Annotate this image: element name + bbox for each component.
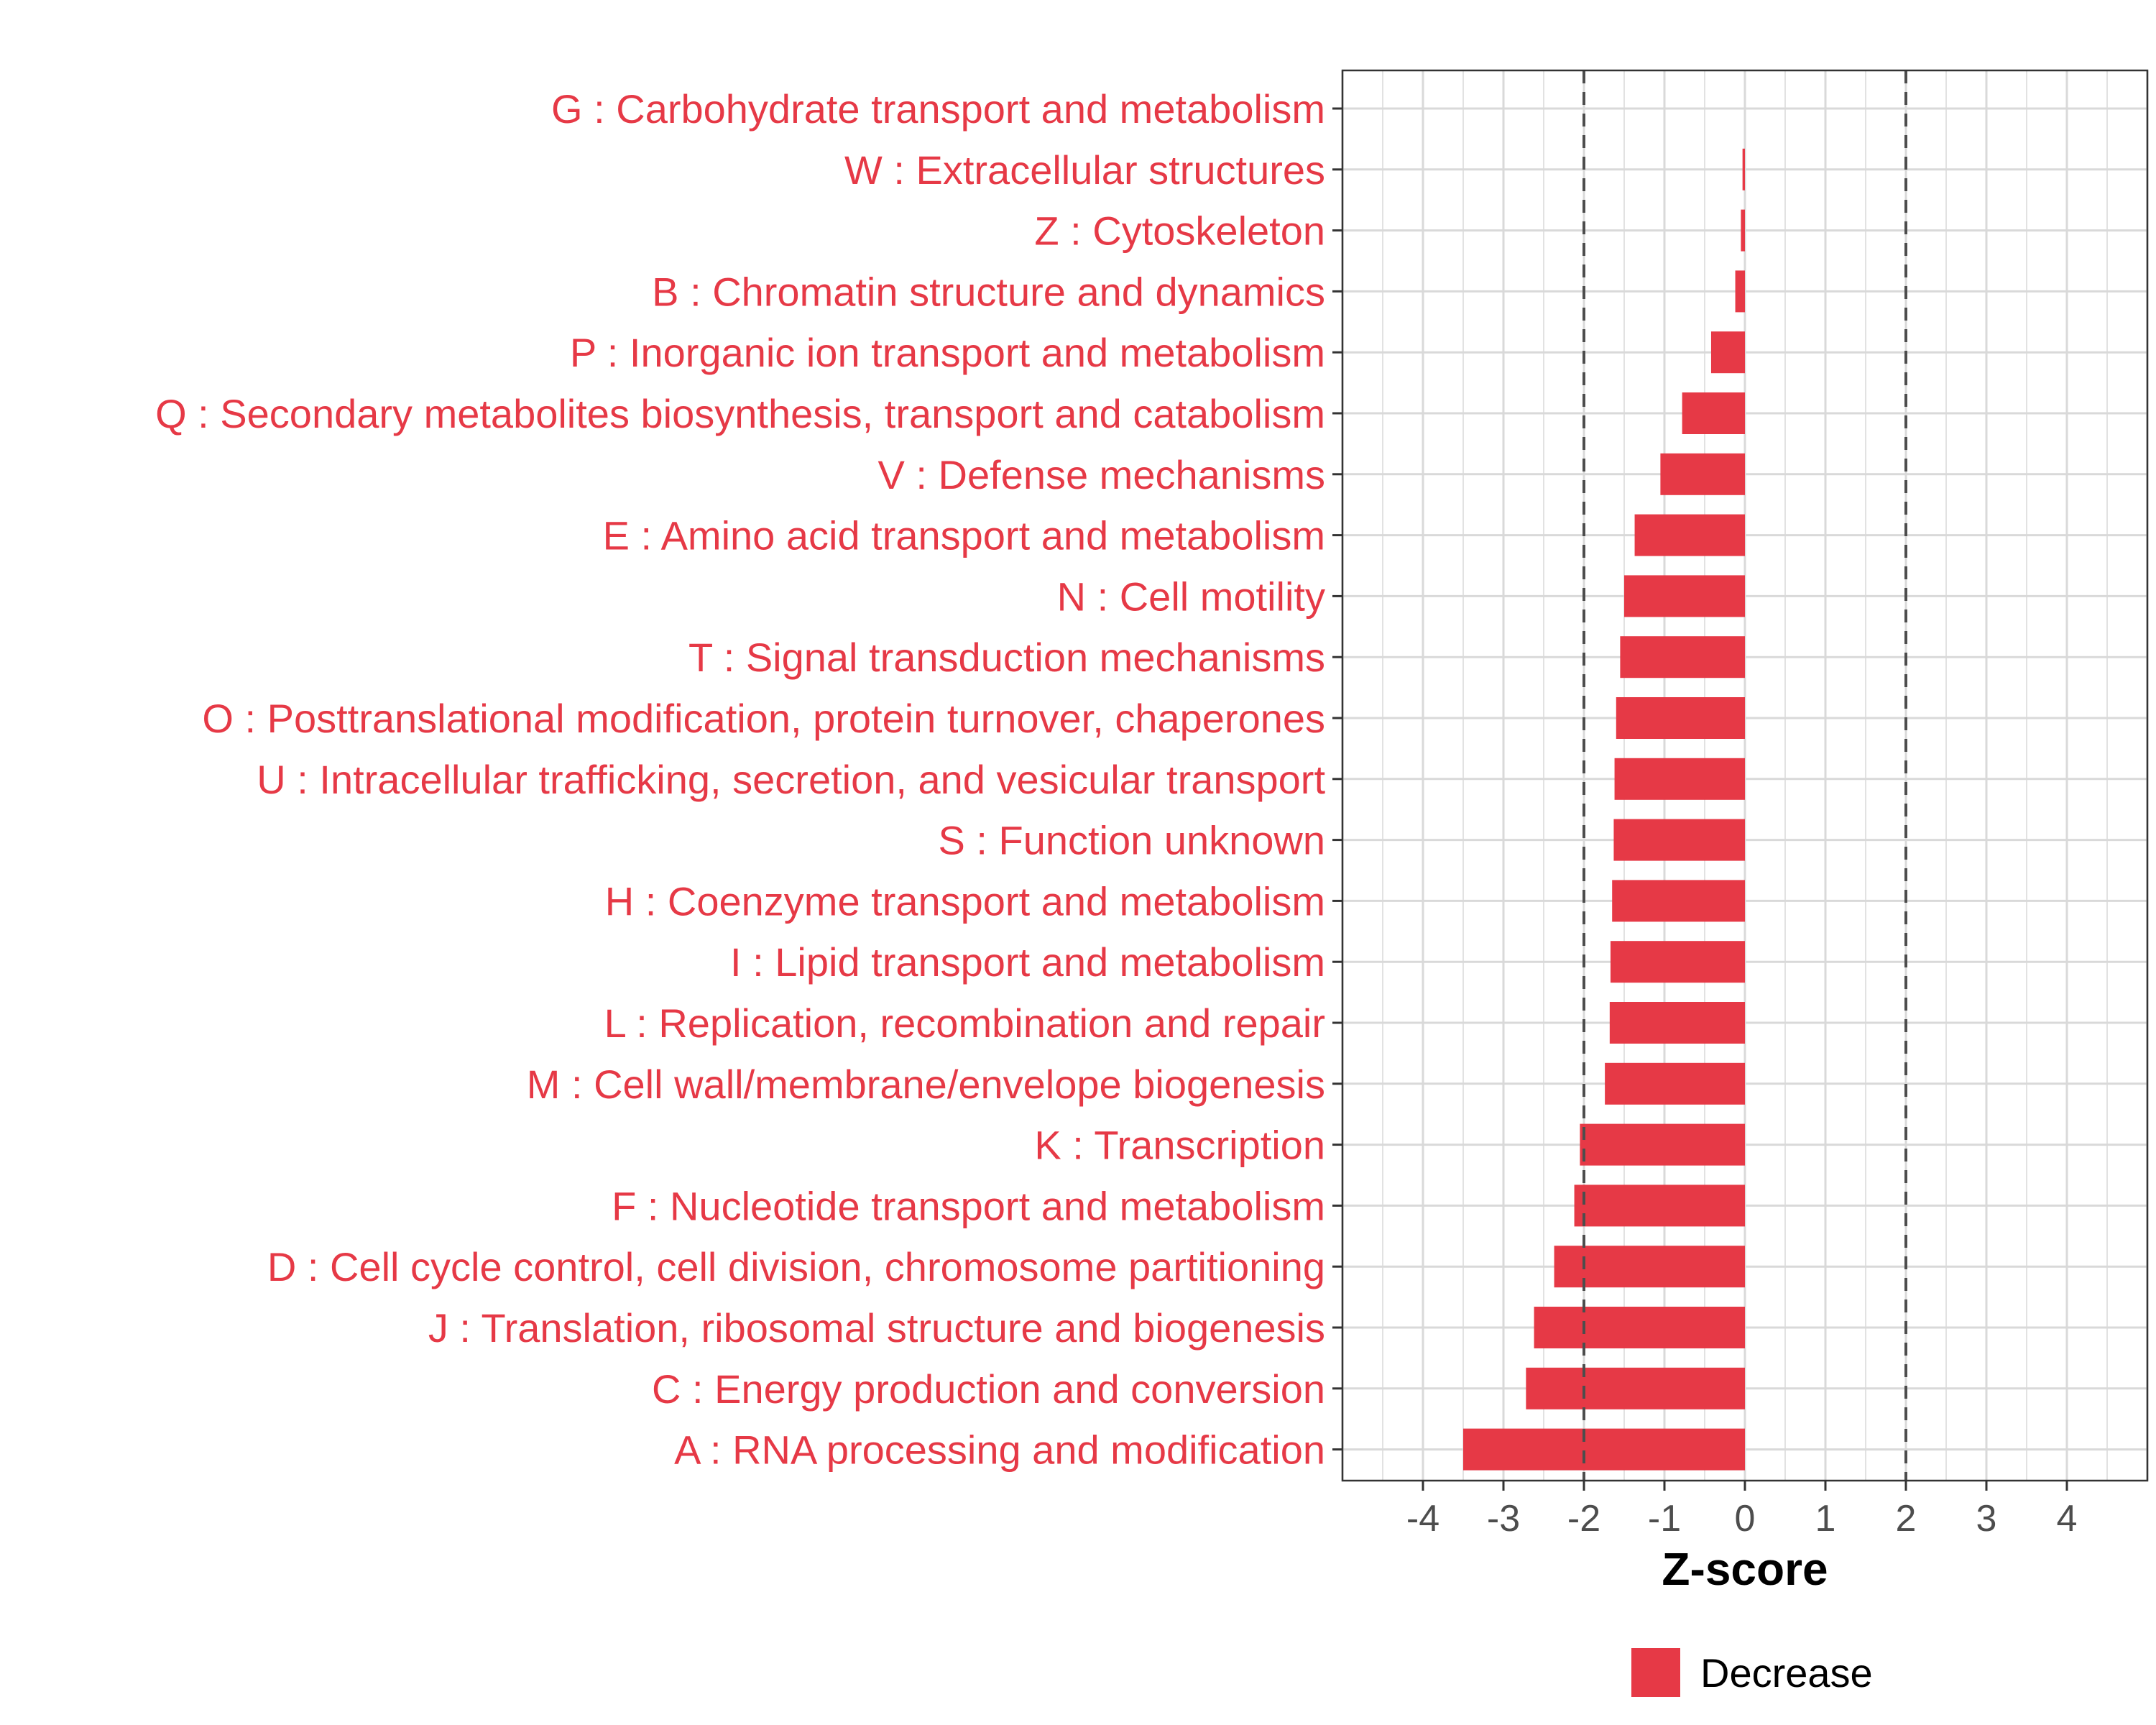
x-tick-label--2: -2 [1567,1498,1600,1540]
bar-8 [1624,575,1745,617]
bar-1 [1742,148,1745,190]
category-label-15: L : Replication, recombination and repai… [604,1000,1325,1046]
threshold-lines [1583,70,1907,1481]
category-label-8: N : Cell motility [1057,574,1325,619]
category-label-22: A : RNA processing and modification [674,1427,1325,1473]
category-label-12: S : Function unknown [938,818,1325,863]
bar-17 [1580,1123,1745,1166]
x-axis-labels: -4 -3 -2 -1 0 1 2 3 4 [1406,1498,2078,1540]
x-tick-label-3: 3 [1976,1498,1997,1540]
bar-21 [1526,1367,1745,1409]
bar-22 [1463,1428,1745,1471]
category-label-19: D : Cell cycle control, cell division, c… [267,1244,1325,1289]
legend-swatch-decrease [1631,1648,1680,1697]
category-label-14: I : Lipid transport and metabolism [730,939,1325,985]
x-tick-label-1: 1 [1815,1498,1836,1540]
x-tick-label-0: 0 [1735,1498,1756,1540]
category-label-17: K : Transcription [1034,1123,1325,1168]
bar-5 [1682,392,1745,434]
bar-19 [1554,1246,1745,1288]
category-label-20: J : Translation, ribosomal structure and… [428,1305,1325,1351]
category-label-16: M : Cell wall/membrane/envelope biogenes… [527,1062,1325,1107]
category-label-2: Z : Cytoskeleton [1034,208,1325,254]
bar-16 [1605,1062,1745,1105]
bar-10 [1616,697,1745,739]
bar-series [1463,148,1745,1471]
category-label-4: P : Inorganic ion transport and metaboli… [570,330,1325,375]
category-label-5: Q : Secondary metabolites biosynthesis, … [155,391,1325,436]
category-label-0: G : Carbohydrate transport and metabolis… [551,86,1325,132]
category-label-9: T : Signal transduction mechanisms [688,635,1325,680]
bar-3 [1735,270,1745,313]
x-tick-label--3: -3 [1487,1498,1520,1540]
bar-9 [1620,636,1745,678]
category-label-7: E : Amino acid transport and metabolism [603,513,1325,558]
category-label-1: W : Extracellular structures [844,147,1325,193]
category-label-18: F : Nucleotide transport and metabolism [612,1183,1325,1228]
bar-11 [1614,758,1745,800]
bar-6 [1660,453,1745,495]
x-tick-label-2: 2 [1896,1498,1917,1540]
x-tick-label--4: -4 [1406,1498,1439,1540]
bar-14 [1610,941,1745,983]
bar-13 [1612,880,1745,922]
y-axis-ticks [1332,107,1342,1451]
category-label-21: C : Energy production and conversion [652,1366,1325,1412]
bar-15 [1609,1002,1745,1044]
bar-18 [1574,1184,1745,1227]
bar-7 [1634,514,1745,556]
bar-12 [1613,819,1745,861]
category-label-13: H : Coenzyme transport and metabolism [605,878,1325,924]
category-label-10: O : Posttranslational modification, prot… [202,696,1325,741]
category-label-11: U : Intracellular trafficking, secretion… [257,757,1325,802]
x-axis-title: Z-score [1662,1543,1828,1595]
legend-label-decrease: Decrease [1700,1650,1873,1696]
x-axis-ticks [1422,1481,2068,1491]
x-tick-label--1: -1 [1648,1498,1681,1540]
x-tick-label-4: 4 [2057,1498,2078,1540]
category-label-3: B : Chromatin structure and dynamics [652,269,1325,314]
category-label-6: V : Defense mechanisms [878,452,1325,497]
bar-2 [1741,209,1745,252]
y-axis-labels: G : Carbohydrate transport and metabolis… [155,86,1325,1473]
bar-20 [1534,1307,1745,1348]
bar-4 [1710,331,1745,374]
legend: Decrease [1631,1648,1873,1697]
